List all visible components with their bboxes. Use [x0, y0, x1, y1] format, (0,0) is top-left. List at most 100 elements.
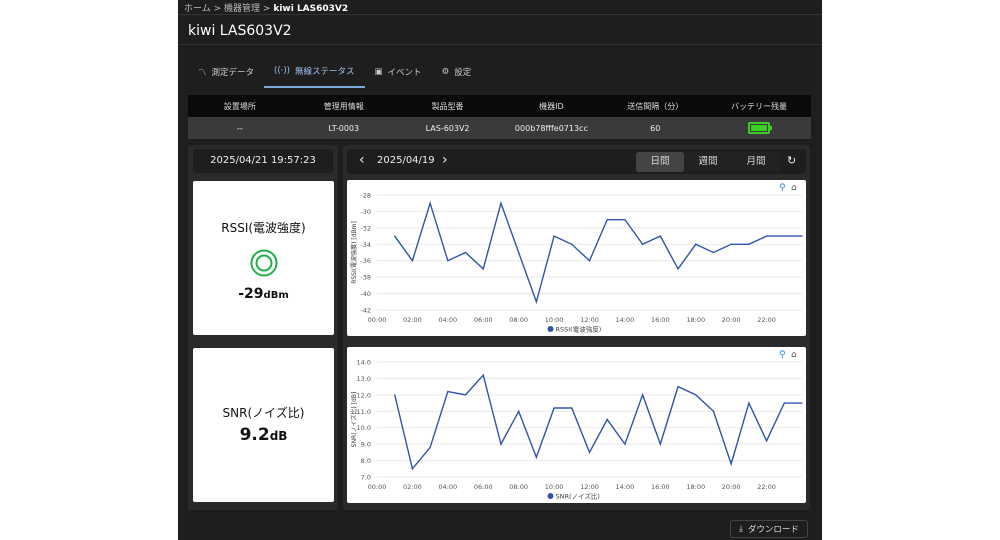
- data-point: [518, 410, 520, 412]
- tab-bar: 〽測定データ ((·)) 無線ステータス ▣ イベント ⚙ 設定: [188, 62, 481, 88]
- gear-icon: ⚙: [441, 67, 450, 77]
- zoom-icon[interactable]: ⚲: [779, 350, 786, 360]
- col-header: 設置場所: [223, 101, 256, 111]
- divider: [178, 14, 822, 15]
- data-point: [606, 418, 608, 421]
- signal-ring-icon: [250, 249, 277, 277]
- cell-interval: 60: [650, 123, 661, 133]
- cell-location: --: [237, 123, 243, 133]
- x-tick-label: 14:00: [616, 316, 635, 324]
- x-tick-label: 10:00: [545, 316, 564, 324]
- y-tick-label: -40: [360, 290, 371, 298]
- device-info-table: 設置場所 管理用情報 製品型番 機器ID 送信間隔（分） バッテリー残量 -- …: [188, 95, 811, 139]
- x-tick-label: 16:00: [651, 483, 670, 491]
- tab-events[interactable]: ▣ イベント: [365, 62, 432, 88]
- breadcrumb-devices[interactable]: 機器管理: [224, 4, 261, 14]
- data-point: [429, 446, 431, 449]
- cell-device-id: 000b78fffe0713cc: [514, 123, 588, 133]
- legend-label[interactable]: SNR(ノイズ比): [556, 492, 600, 501]
- data-point: [411, 260, 414, 262]
- legend-marker: [547, 493, 554, 499]
- data-point: [801, 235, 803, 237]
- period-week-button[interactable]: 週間: [698, 156, 718, 167]
- data-point: [447, 390, 449, 393]
- x-tick-label: 20:00: [722, 316, 741, 324]
- data-point: [394, 394, 396, 396]
- data-point: [429, 202, 431, 204]
- x-tick-label: 18:00: [686, 316, 705, 324]
- data-point: [571, 407, 573, 409]
- data-point: [447, 260, 449, 262]
- refresh-icon[interactable]: ↻: [787, 154, 797, 167]
- download-button[interactable]: ⤓ ダウンロード: [730, 520, 808, 538]
- data-point: [712, 251, 715, 254]
- tab-label: 設定: [454, 68, 472, 78]
- data-point: [624, 219, 626, 221]
- period-day-button[interactable]: 日間: [636, 152, 684, 172]
- x-tick-label: 18:00: [686, 483, 705, 491]
- home-icon[interactable]: ⌂: [791, 350, 797, 360]
- y-tick-label: 11.0: [357, 408, 371, 416]
- col-header: 送信間隔（分）: [627, 101, 684, 111]
- snr-unit: dB: [269, 429, 288, 443]
- y-tick-label: -32: [360, 224, 371, 232]
- series-line: [394, 200, 802, 305]
- tab-measurement[interactable]: 〽測定データ: [188, 62, 264, 88]
- x-tick-label: 08:00: [509, 483, 528, 491]
- data-point: [801, 402, 803, 404]
- rssi-value: -29dBm: [193, 286, 334, 302]
- x-tick-label: 12:00: [580, 316, 599, 324]
- data-point: [571, 243, 573, 245]
- battery-icon: [748, 122, 773, 134]
- breadcrumb-home[interactable]: ホーム: [184, 4, 211, 14]
- rssi-label: RSSI(電波強度): [221, 221, 306, 235]
- rssi-number: -29: [238, 286, 264, 302]
- legend-marker: [547, 326, 554, 332]
- col-header: 機器ID: [539, 101, 564, 111]
- zoom-icon[interactable]: ⚲: [779, 183, 786, 193]
- y-tick-label: 7.0: [361, 474, 371, 482]
- data-point: [606, 219, 608, 221]
- home-icon[interactable]: ⌂: [791, 183, 797, 193]
- y-tick-label: -38: [360, 274, 371, 282]
- x-tick-label: 22:00: [757, 316, 776, 324]
- data-point: [588, 260, 591, 262]
- y-tick-label: 12.0: [357, 391, 371, 399]
- tab-label: 無線ステータス: [295, 67, 355, 77]
- data-point: [588, 451, 591, 453]
- data-point: [783, 235, 785, 237]
- data-point: [765, 235, 768, 237]
- data-point: [500, 202, 502, 204]
- app-window: ホーム > 機器管理 > kiwi LAS603V2 kiwi LAS603V2…: [178, 0, 822, 540]
- period-selector: 日間 週間 月間: [636, 152, 780, 172]
- y-axis-label: SNR(ノイズ比) [dB]: [350, 392, 358, 447]
- tab-wireless-status[interactable]: ((·)) 無線ステータス: [264, 62, 365, 88]
- legend-label[interactable]: RSSI(電波強度): [556, 325, 602, 334]
- data-point: [748, 243, 750, 245]
- x-tick-label: 00:00: [368, 316, 387, 324]
- breadcrumb-current: kiwi LAS603V2: [273, 4, 349, 14]
- next-date-button[interactable]: ›: [442, 152, 448, 168]
- prev-date-button[interactable]: ‹: [359, 152, 365, 168]
- x-tick-label: 14:00: [616, 483, 635, 491]
- chart-svg: 14.0 13.0 12.0 11.0 10.0 9.0 8.0 7.000:00 02:00 0…: [350, 350, 803, 501]
- data-point: [642, 243, 644, 245]
- y-tick-label: 13.0: [357, 375, 371, 383]
- data-point: [695, 243, 697, 245]
- chart-line-icon: 〽: [198, 68, 207, 78]
- cell-model: LAS-603V2: [425, 123, 470, 133]
- data-point: [677, 268, 679, 270]
- calendar-icon: ▣: [374, 67, 383, 77]
- data-point: [748, 402, 750, 404]
- data-point: [730, 243, 732, 245]
- data-point: [411, 468, 414, 470]
- tab-settings[interactable]: ⚙ 設定: [432, 62, 482, 88]
- download-label: ダウンロード: [747, 525, 799, 535]
- y-tick-label: -30: [360, 208, 371, 216]
- snr-chart: 14.0 13.0 12.0 11.0 10.0 9.0 8.0 7.0 00:00 02:00 0…: [347, 347, 806, 503]
- y-tick-label: -42: [360, 307, 371, 315]
- table-header: 設置場所 管理用情報 製品型番 機器ID 送信間隔（分） バッテリー残量: [188, 95, 811, 117]
- data-point: [535, 301, 537, 303]
- period-month-button[interactable]: 月間: [746, 156, 766, 167]
